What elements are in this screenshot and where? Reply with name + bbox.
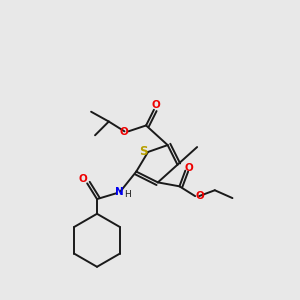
Text: O: O <box>196 191 204 201</box>
Text: O: O <box>185 163 194 173</box>
Text: O: O <box>79 174 88 184</box>
Text: H: H <box>124 190 131 199</box>
Text: N: N <box>115 187 124 197</box>
Text: O: O <box>119 127 128 137</box>
Text: O: O <box>152 100 160 110</box>
Text: S: S <box>139 146 147 158</box>
